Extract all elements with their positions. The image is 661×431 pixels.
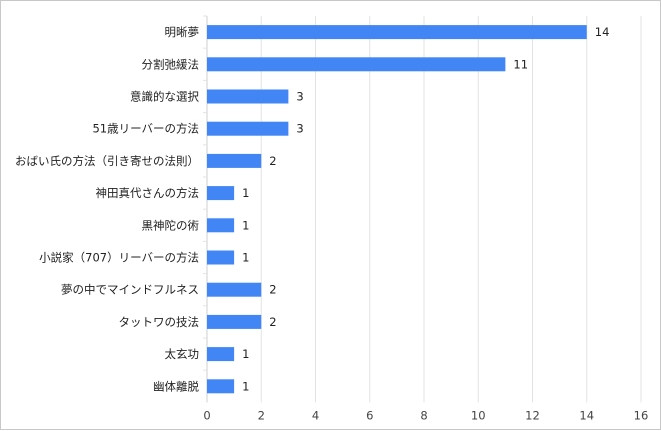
bar xyxy=(207,314,262,329)
category-label: 分割弛緩法 xyxy=(142,57,200,71)
category-label: 夢の中でマインドフルネス xyxy=(61,283,199,297)
bar xyxy=(207,186,235,201)
category-label: 51歳リーバーの方法 xyxy=(92,122,199,136)
bar xyxy=(207,379,235,394)
data-label: 3 xyxy=(296,122,303,136)
x-tick-label: 10 xyxy=(471,408,486,422)
data-label: 2 xyxy=(269,154,276,168)
x-tick-label: 14 xyxy=(579,408,594,422)
category-label: 小説家（707）リーバーの方法 xyxy=(39,251,199,265)
category-label: 神田真代さんの方法 xyxy=(96,186,200,200)
data-label: 1 xyxy=(242,251,249,265)
bar xyxy=(207,121,289,136)
category-label: 明晰夢 xyxy=(165,25,200,39)
category-label: おばい氏の方法（引き寄せの法則） xyxy=(15,154,199,168)
x-tick-label: 12 xyxy=(525,408,540,422)
x-tick-label: 6 xyxy=(366,408,373,422)
data-label: 1 xyxy=(242,218,249,232)
category-label: 太玄功 xyxy=(165,347,200,361)
category-label: タットワの技法 xyxy=(119,315,200,329)
bar xyxy=(207,153,262,168)
x-tick-label: 4 xyxy=(312,408,319,422)
data-label: 2 xyxy=(269,283,276,297)
data-label: 1 xyxy=(242,347,249,361)
bar xyxy=(207,57,506,72)
data-label: 3 xyxy=(296,90,303,104)
data-label: 1 xyxy=(242,186,249,200)
data-label: 14 xyxy=(595,25,610,39)
x-tick-label: 8 xyxy=(420,408,427,422)
x-tick-label: 2 xyxy=(258,408,265,422)
bar xyxy=(207,218,235,233)
bar xyxy=(207,25,587,40)
data-label: 11 xyxy=(513,57,528,71)
bar xyxy=(207,89,289,104)
category-label: 黒神陀の術 xyxy=(142,218,200,232)
bar xyxy=(207,250,235,265)
x-tick-label: 16 xyxy=(634,408,649,422)
x-tick-label: 0 xyxy=(203,408,210,422)
category-label: 意識的な選択 xyxy=(130,90,199,104)
data-label: 2 xyxy=(269,315,276,329)
bar xyxy=(207,347,235,362)
data-label: 1 xyxy=(242,379,249,393)
category-label: 幽体離脱 xyxy=(153,379,199,393)
bar xyxy=(207,282,262,297)
